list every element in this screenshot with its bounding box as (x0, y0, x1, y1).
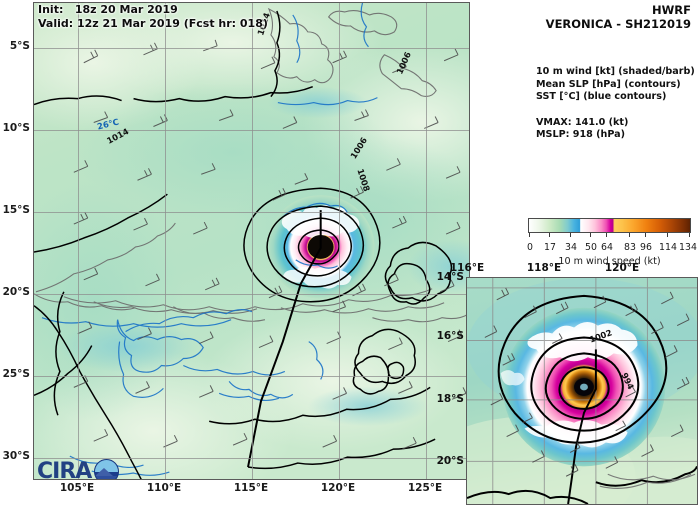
main-lon-tick-120e: 120°E (320, 482, 356, 494)
model-name: HWRF (651, 3, 691, 17)
init-time-line: Init: 18z 20 Mar 2019 (38, 3, 178, 16)
colorbar-tickmarks (528, 233, 691, 242)
main-lat-tick-10s: 10°S (2, 122, 30, 134)
cb-tick-17: 17 (544, 242, 556, 253)
inset-lat-tick-14s: 14°S (436, 271, 464, 283)
main-lon-tick-125e: 125°E (407, 482, 443, 494)
inset-lat-tick-16s: 16°S (436, 330, 464, 342)
variable-legend: 10 m wind [kt] (shaded/barb) Mean SLP [h… (536, 66, 695, 142)
main-lon-tick-105e: 105°E (59, 482, 95, 494)
main-lat-tick-30s: 30°S (2, 450, 30, 462)
storm-zoom-inset-panel[interactable]: 1002 994 (466, 277, 698, 505)
cira-wordmark: CIRA (37, 458, 92, 480)
wind-barbs-inset (484, 287, 690, 477)
main-lon-tick-115e: 115°E (233, 482, 269, 494)
storm-name: VERONICA - SH212019 (545, 17, 691, 31)
run-time-header: Init: 18z 20 Mar 2019 Valid: 12z 21 Mar … (38, 3, 268, 31)
coastlines-grey (34, 7, 469, 323)
inset-lon-tick-116e: 116°E (449, 262, 485, 274)
mslp-value: MSLP: 918 (hPa) (536, 129, 625, 141)
cb-tick-50: 50 (585, 242, 597, 253)
inset-lat-tick-18s: 18°S (436, 393, 464, 405)
inset-slp-contours (467, 294, 697, 504)
main-lat-tick-15s: 15°S (2, 204, 30, 216)
main-map-render (34, 3, 469, 479)
title-block: HWRF VERONICA - SH212019 (546, 3, 691, 31)
main-lat-tick-25s: 25°S (2, 368, 30, 380)
cb-tick-96: 96 (640, 242, 652, 253)
cira-logo: CIRA (37, 458, 120, 480)
cira-badge-icon (94, 459, 120, 479)
vmax-value: VMAX: 141.0 (kt) (536, 116, 629, 128)
colorbar-gradient (528, 218, 691, 233)
cb-tick-64: 64 (601, 242, 613, 253)
wind-barbs-main (73, 39, 467, 450)
inset-render (467, 278, 697, 504)
legend-slp-line: Mean SLP [hPa] (contours) (536, 78, 681, 90)
cb-tick-134: 134 (679, 242, 697, 253)
main-lat-tick-20s: 20°S (2, 286, 30, 298)
slp-contours (34, 10, 453, 479)
wind-speed-colorbar: 0 17 34 50 64 83 96 114 134 10 m wind sp… (527, 218, 697, 267)
main-lat-tick-5s: 5°S (9, 40, 30, 52)
inset-lon-tick-118e: 118°E (526, 262, 562, 274)
colorbar-title: 10 m wind speed (kt) (558, 256, 661, 267)
main-map-panel[interactable]: 1014 1014 1006 1006 1008 26°C CIRA (33, 2, 470, 480)
cb-tick-83: 83 (624, 242, 636, 253)
legend-wind-line: 10 m wind [kt] (shaded/barb) (536, 66, 695, 77)
main-lon-tick-110e: 110°E (146, 482, 182, 494)
cb-tick-114: 114 (659, 242, 677, 253)
inset-lon-tick-120e: 120°E (604, 262, 640, 274)
cb-tick-0: 0 (527, 242, 533, 253)
cb-tick-34: 34 (565, 242, 577, 253)
legend-sst-line: SST [°C] (blue contours) (536, 91, 667, 103)
inset-lat-tick-20s: 20°S (436, 455, 464, 467)
colorbar-ticklabels: 0 17 34 50 64 83 96 114 134 (527, 242, 697, 255)
valid-time-line: Valid: 12z 21 Mar 2019 (Fcst hr: 018) (38, 17, 268, 30)
